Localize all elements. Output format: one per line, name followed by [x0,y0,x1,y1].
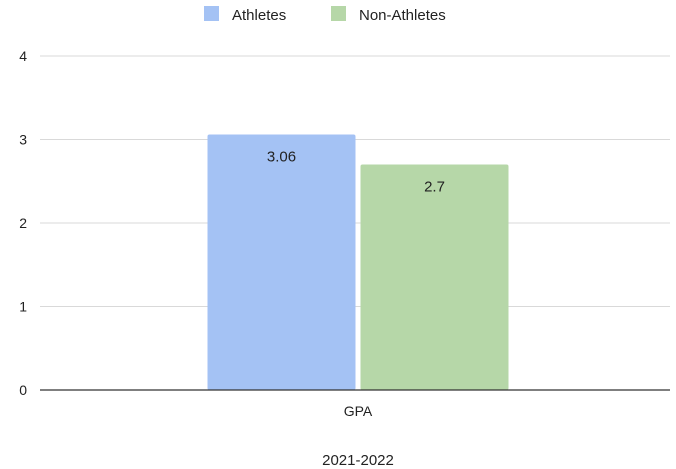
y-tick-label-3: 3 [19,132,27,148]
data-label-non-athletes: 2.7 [424,179,445,196]
legend-label-non-athletes: Non-Athletes [359,7,446,24]
legend-swatch-athletes [204,6,219,21]
y-tick-label-1: 1 [19,299,27,315]
y-axis-ticks: 0 1 2 3 4 [19,48,27,398]
bars: 3.06 2.7 [207,134,509,390]
bar-athletes [207,134,356,390]
bar-non-athletes [360,164,509,390]
y-tick-label-0: 0 [19,382,27,398]
y-tick-label-2: 2 [19,215,27,231]
legend-label-athletes: Athletes [232,7,286,24]
y-tick-label-4: 4 [19,48,27,64]
x-category-label-gpa: GPA [344,403,373,419]
legend-swatch-non-athletes [331,6,346,21]
x-axis-title: 2021-2022 [322,452,394,469]
legend: Athletes Non-Athletes [204,6,446,24]
data-label-athletes: 3.06 [267,148,296,165]
